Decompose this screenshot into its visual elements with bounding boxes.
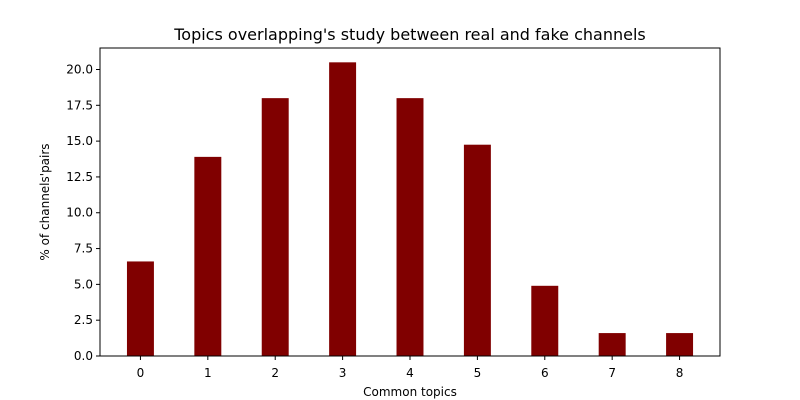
bar-7	[598, 333, 626, 356]
chart-title: Topics overlapping's study between real …	[173, 25, 646, 44]
y-tick-label: 10.0	[66, 206, 93, 220]
x-tick-label: 6	[541, 366, 549, 380]
bar-8	[666, 333, 694, 356]
x-tick-label: 2	[271, 366, 279, 380]
bars-group	[126, 62, 694, 356]
x-tick-label: 8	[676, 366, 684, 380]
y-tick-label: 5.0	[74, 277, 93, 291]
x-axis-title: Common topics	[363, 385, 457, 399]
y-tick-label: 17.5	[66, 98, 93, 112]
x-tick-label: 5	[474, 366, 482, 380]
bar-2	[261, 98, 289, 356]
x-ticks: 0 1 2 3 4 5 6 7 8	[137, 356, 684, 380]
bar-5	[463, 144, 491, 356]
y-ticks: 0.0 2.5 5.0 7.5 10.0 12.5 15.0 17.5 20.0	[66, 62, 100, 363]
y-tick-label: 0.0	[74, 349, 93, 363]
y-tick-label: 15.0	[66, 134, 93, 148]
y-tick-label: 12.5	[66, 170, 93, 184]
x-tick-label: 1	[204, 366, 212, 380]
y-axis-title: % of channels'pairs	[38, 143, 52, 260]
bar-1	[194, 156, 222, 356]
bar-0	[126, 261, 154, 356]
bar-6	[531, 285, 559, 356]
x-tick-label: 3	[339, 366, 347, 380]
bar-3	[329, 62, 357, 356]
x-tick-label: 0	[137, 366, 145, 380]
bar-4	[396, 98, 424, 356]
x-tick-label: 7	[608, 366, 616, 380]
y-tick-label: 7.5	[74, 242, 93, 256]
plot-frame	[99, 47, 721, 357]
y-tick-label: 20.0	[66, 62, 93, 76]
x-tick-label: 4	[406, 366, 414, 380]
y-tick-label: 2.5	[74, 313, 93, 327]
